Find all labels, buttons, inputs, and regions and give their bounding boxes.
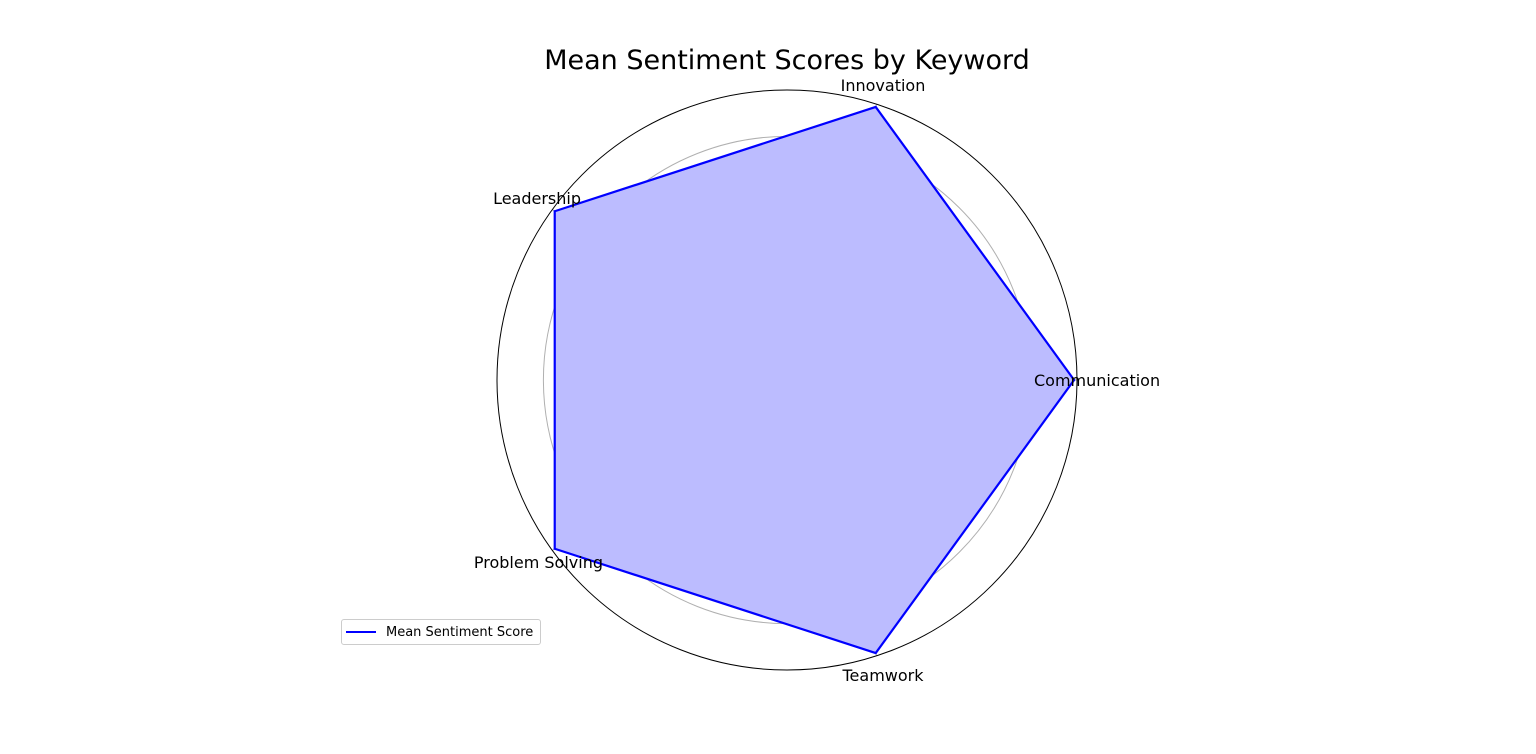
- category-label-innovation: Innovation: [841, 76, 926, 95]
- category-label-teamwork: Teamwork: [841, 666, 924, 685]
- chart-title: Mean Sentiment Scores by Keyword: [544, 45, 1030, 76]
- category-labels: Communication Innovation Leadership Problem…: [474, 76, 1160, 685]
- category-label-communication: Communication: [1034, 371, 1160, 390]
- data-point-leadership: [553, 210, 556, 213]
- data-layer: [553, 105, 1076, 655]
- data-point-problem-solving: [553, 547, 556, 550]
- category-label-problem-solving: Problem Solving: [474, 553, 603, 572]
- legend: Mean Sentiment Score: [341, 619, 542, 645]
- data-point-innovation: [874, 105, 877, 108]
- series-line-1: [553, 105, 1076, 655]
- legend-label: Mean Sentiment Score: [386, 624, 534, 640]
- polar-frame: [496, 89, 1078, 671]
- data-point-communication: [1073, 379, 1076, 381]
- category-label-leadership: Leadership: [493, 189, 581, 208]
- legend-line-swatch: [346, 631, 376, 633]
- series-fill-1: [554, 106, 1075, 654]
- data-point-teamwork: [874, 652, 877, 655]
